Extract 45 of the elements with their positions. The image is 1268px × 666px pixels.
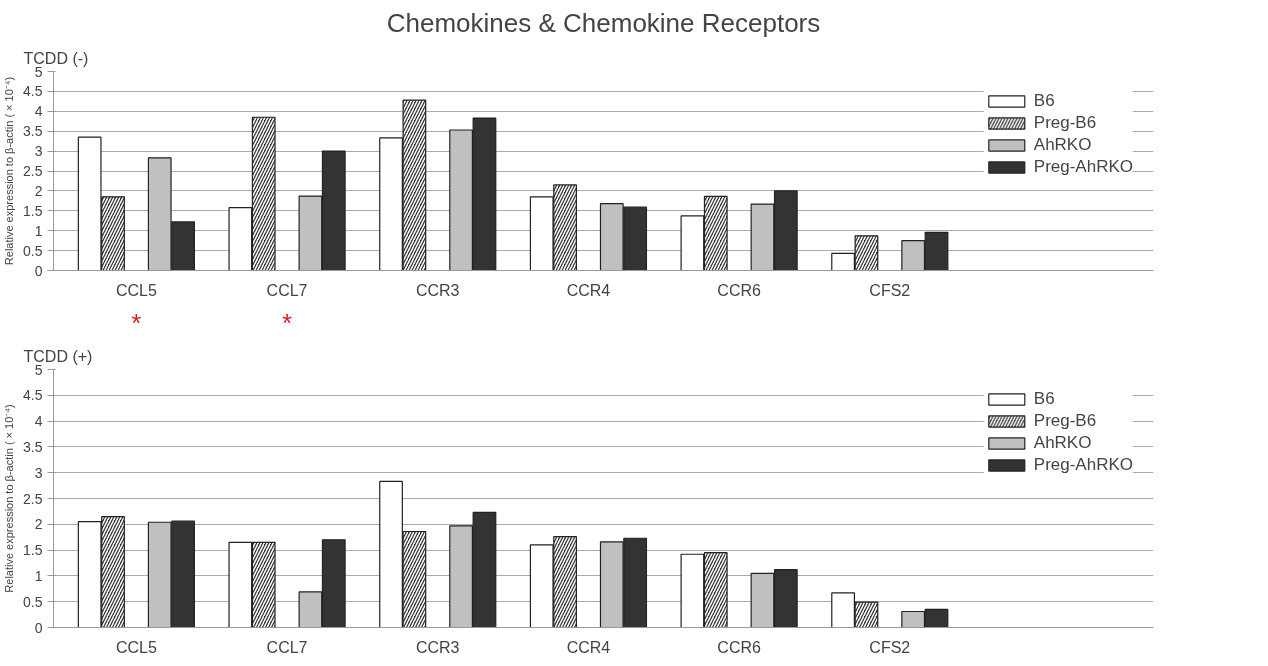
y-tick-label: 2.5 (23, 490, 43, 507)
y-tick-label: 4 (34, 413, 43, 430)
y-tick-label: 4.5 (23, 83, 43, 100)
y-tick-label: 1.5 (23, 542, 43, 559)
text: * (282, 307, 293, 338)
legend-label: Preg-AhRKO (1033, 157, 1133, 177)
y-tick-label: 2.5 (23, 163, 43, 179)
x-tick-label: CFS2 (869, 638, 911, 656)
chart-title: Chemokines & Chemokine Receptors (386, 7, 821, 38)
y-tick-label: 2 (34, 182, 43, 199)
x-tick-label: CFS2 (869, 281, 911, 299)
legend-label: AhRKO (1033, 135, 1092, 155)
legend-label: Preg-AhRKO (1033, 455, 1133, 475)
x-tick-label: CCR3 (415, 638, 460, 656)
y-axis-title: Relative expression to β-actin ( × 10⁻⁴) (3, 76, 16, 266)
y-tick-label: 3.5 (23, 123, 43, 140)
y-tick-label: 3 (34, 464, 43, 481)
x-tick-label: CCR4 (566, 281, 611, 299)
text: * (131, 307, 142, 338)
y-axis-title: Relative expression to β-actin ( × 10⁻⁴) (3, 404, 16, 593)
x-tick-label: CCL7 (266, 281, 308, 299)
y-tick-label: 1 (34, 567, 43, 584)
x-tick-label: CCR6 (717, 281, 761, 299)
y-tick-label: 1 (34, 222, 43, 239)
y-tick-label: 0 (34, 619, 43, 636)
y-tick-label: 3.5 (23, 438, 43, 455)
x-tick-label: CCR6 (717, 638, 761, 656)
y-tick-label: 3 (34, 143, 43, 160)
legend-label: Preg-B6 (1033, 113, 1097, 133)
y-tick-label: 1.5 (23, 202, 43, 219)
x-tick-label: CCR4 (566, 638, 611, 656)
y-tick-label: 0 (34, 262, 43, 279)
legend-label: Preg-B6 (1033, 411, 1097, 431)
legend-label: B6 (1033, 91, 1055, 111)
y-tick-label: 0.5 (23, 593, 43, 610)
y-tick-label: 4 (34, 103, 43, 120)
x-tick-label: CCL5 (115, 281, 157, 299)
x-tick-label: CCL5 (115, 638, 157, 656)
y-tick-label: 2 (34, 516, 43, 533)
legend-label: B6 (1033, 389, 1055, 409)
x-tick-label: CCR3 (415, 281, 460, 299)
y-tick-label: 0.5 (23, 242, 43, 259)
x-tick-label: CCL7 (266, 638, 308, 656)
y-tick-label: 4.5 (23, 387, 43, 404)
legend-label: AhRKO (1033, 433, 1092, 453)
